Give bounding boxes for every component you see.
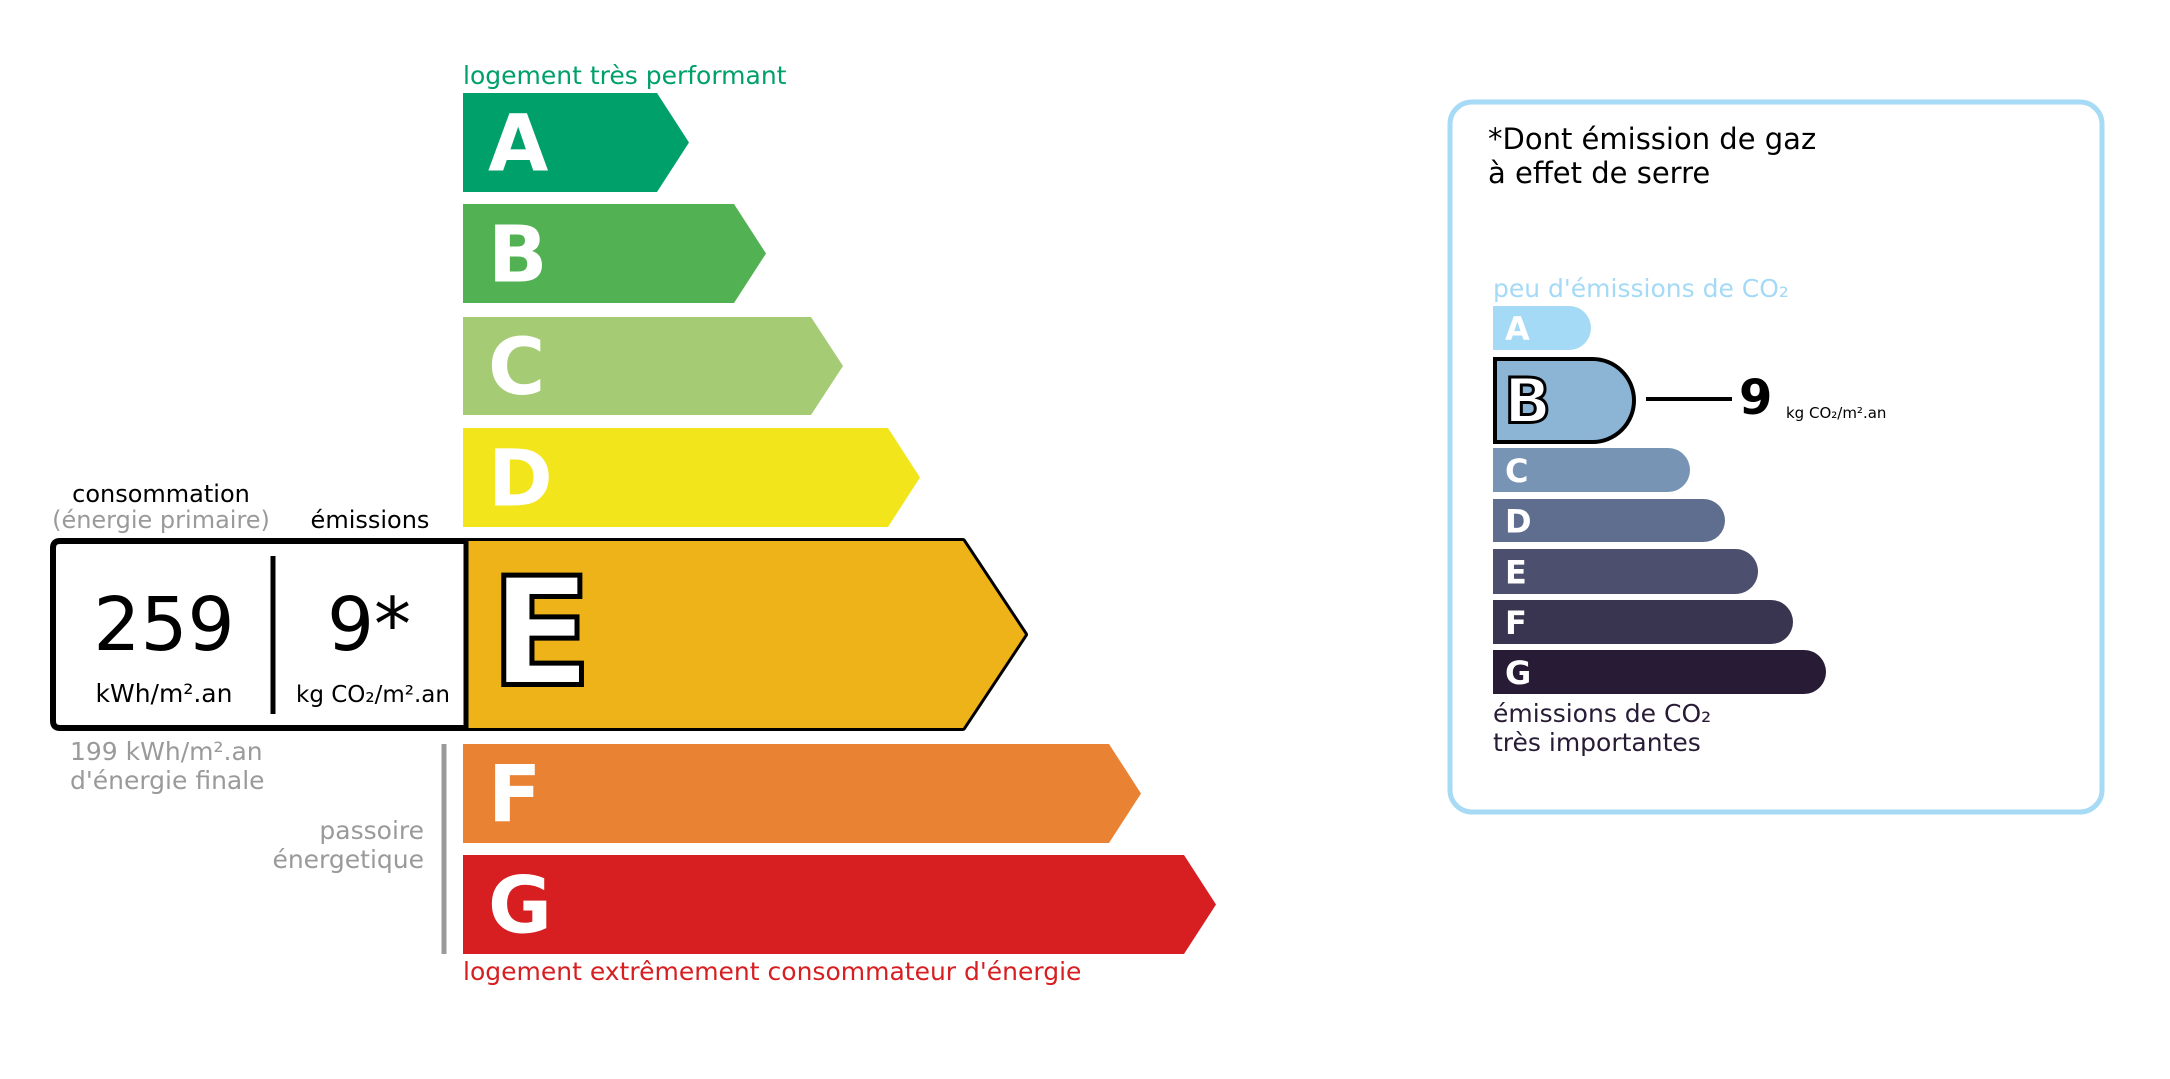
ges-bar-f xyxy=(1493,600,1793,644)
ges-title-line1: *Dont émission de gaz xyxy=(1488,122,1816,156)
energy-letter-b: B xyxy=(488,211,547,301)
ges-top-label: peu d'émissions de CO₂ xyxy=(1493,274,1789,303)
ges-letter-d: D xyxy=(1505,503,1532,541)
energy-top-label: logement très performant xyxy=(463,61,787,90)
ges-title-line2: à effet de serre xyxy=(1488,156,1710,190)
energy-bar-a xyxy=(463,93,689,192)
energy-bar-d xyxy=(463,428,920,527)
consumption-label: consommation xyxy=(72,480,250,508)
passoire-line1: passoire xyxy=(319,816,424,845)
emissions-value: 9* xyxy=(327,582,411,668)
ges-letter-c: C xyxy=(1505,452,1528,490)
ges-bar-e xyxy=(1493,549,1759,594)
ges-bar-b xyxy=(1493,357,1636,444)
ges-letter-f: F xyxy=(1505,604,1527,642)
energy-bottom-label: logement extrêmement consommateur d'éner… xyxy=(463,957,1081,986)
ges-bottom-label-line1: émissions de CO₂ xyxy=(1493,699,1711,728)
consumption-value: 259 xyxy=(93,582,234,668)
ges-letter-a: A xyxy=(1505,310,1530,348)
ges-bar-c xyxy=(1493,448,1690,492)
final-energy-label: d'énergie finale xyxy=(70,766,265,795)
ges-unit: kg CO₂/m².an xyxy=(1786,404,1886,422)
energy-bar-e xyxy=(467,541,1025,728)
energy-letter-a: A xyxy=(488,100,548,190)
ges-bar-a xyxy=(1493,306,1591,350)
energy-letter-d: D xyxy=(488,435,553,525)
consumption-unit: kWh/m².an xyxy=(96,679,233,708)
energy-bar-b xyxy=(463,204,766,303)
ges-letter-g: G xyxy=(1505,654,1531,692)
ges-letter-e: E xyxy=(1505,554,1527,592)
ges-bottom-label-line2: très importantes xyxy=(1493,728,1701,757)
energy-letter-e: E xyxy=(490,547,592,721)
energy-bar-g xyxy=(463,855,1216,954)
consumption-sublabel: (énergie primaire) xyxy=(52,506,270,534)
emissions-unit: kg CO₂/m².an xyxy=(296,682,450,708)
energy-letter-g: G xyxy=(488,862,552,952)
final-energy-value: 199 kWh/m².an xyxy=(70,737,263,766)
energy-bar-f xyxy=(463,744,1141,843)
energy-bar-c xyxy=(463,317,843,415)
energy-letter-f: F xyxy=(488,751,541,841)
ges-bar-g xyxy=(1493,650,1826,694)
ges-bar-d xyxy=(1493,499,1725,542)
ges-letter-b: B xyxy=(1504,365,1551,438)
emissions-label: émissions xyxy=(311,506,430,534)
ges-value: 9 xyxy=(1739,370,1772,426)
passoire-line2: énergetique xyxy=(272,845,424,874)
energy-letter-c: C xyxy=(488,323,545,413)
